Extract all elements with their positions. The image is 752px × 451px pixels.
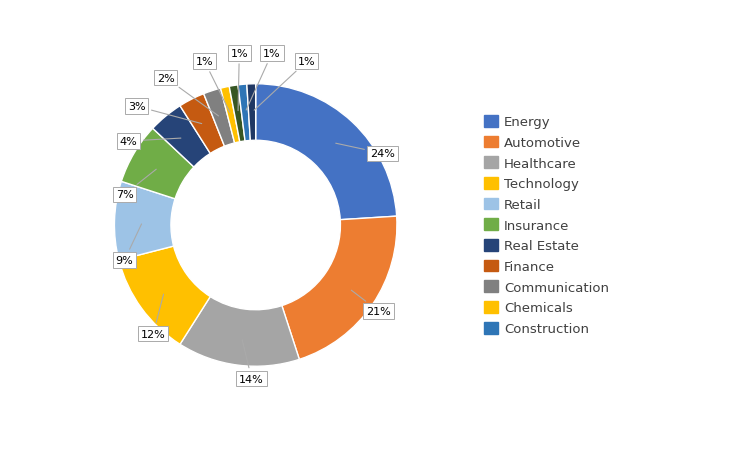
Wedge shape [256,85,396,220]
Wedge shape [282,216,397,359]
Text: 24%: 24% [335,144,395,159]
Legend: Energy, Automotive, Healthcare, Technology, Retail, Insurance, Real Estate, Fina: Energy, Automotive, Healthcare, Technolo… [481,112,613,339]
Wedge shape [229,86,245,143]
Wedge shape [180,94,225,154]
Wedge shape [153,106,211,168]
Wedge shape [119,247,211,345]
Text: 21%: 21% [351,290,391,316]
Wedge shape [180,297,299,366]
Text: 3%: 3% [128,102,202,124]
Text: 1%: 1% [246,49,281,111]
Wedge shape [204,89,235,147]
Wedge shape [121,129,194,199]
Text: 1%: 1% [254,57,316,111]
Text: 1%: 1% [196,57,230,113]
Text: 4%: 4% [120,137,181,147]
Text: 9%: 9% [116,225,141,265]
Text: 7%: 7% [116,170,156,200]
Wedge shape [238,85,250,142]
Text: 14%: 14% [239,340,264,384]
Wedge shape [114,182,175,261]
Text: 2%: 2% [156,74,219,117]
Text: 1%: 1% [230,49,248,111]
Wedge shape [220,87,240,143]
Text: 12%: 12% [141,295,165,339]
Wedge shape [247,85,256,141]
